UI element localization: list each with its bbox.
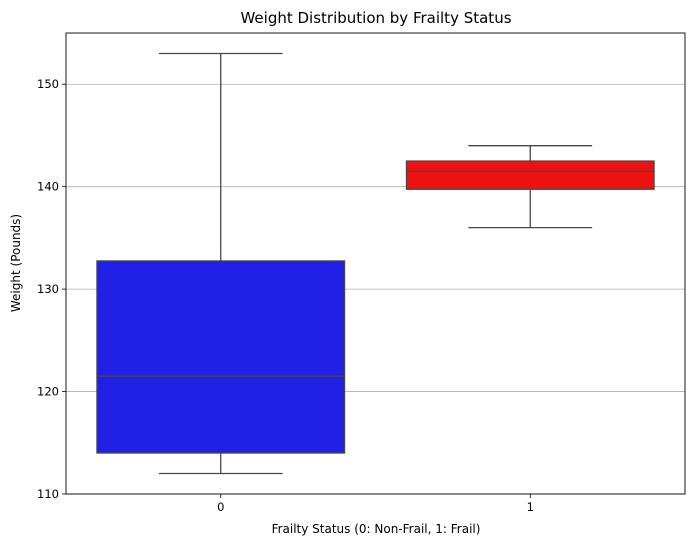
chart-title: Weight Distribution by Frailty Status [240,9,511,27]
y-tick-label: 120 [37,385,59,399]
y-tick-label: 130 [37,282,59,296]
x-axis-label: Frailty Status (0: Non-Frail, 1: Frail) [272,522,481,536]
x-tick-label: 0 [217,500,224,514]
y-axis-label: Weight (Pounds) [9,214,23,312]
boxes-layer [96,52,655,475]
y-tick-label: 110 [37,487,59,501]
plot-frame [65,32,686,495]
y-tick-label: 140 [37,180,59,194]
iqr-box [405,160,655,190]
box-group-1 [405,145,655,229]
box-group-0 [96,52,346,475]
x-tick-label: 1 [527,500,534,514]
y-tick-label: 150 [37,77,59,91]
y-axis: 110 120 130 140 150 [37,77,66,501]
iqr-box [96,260,346,454]
